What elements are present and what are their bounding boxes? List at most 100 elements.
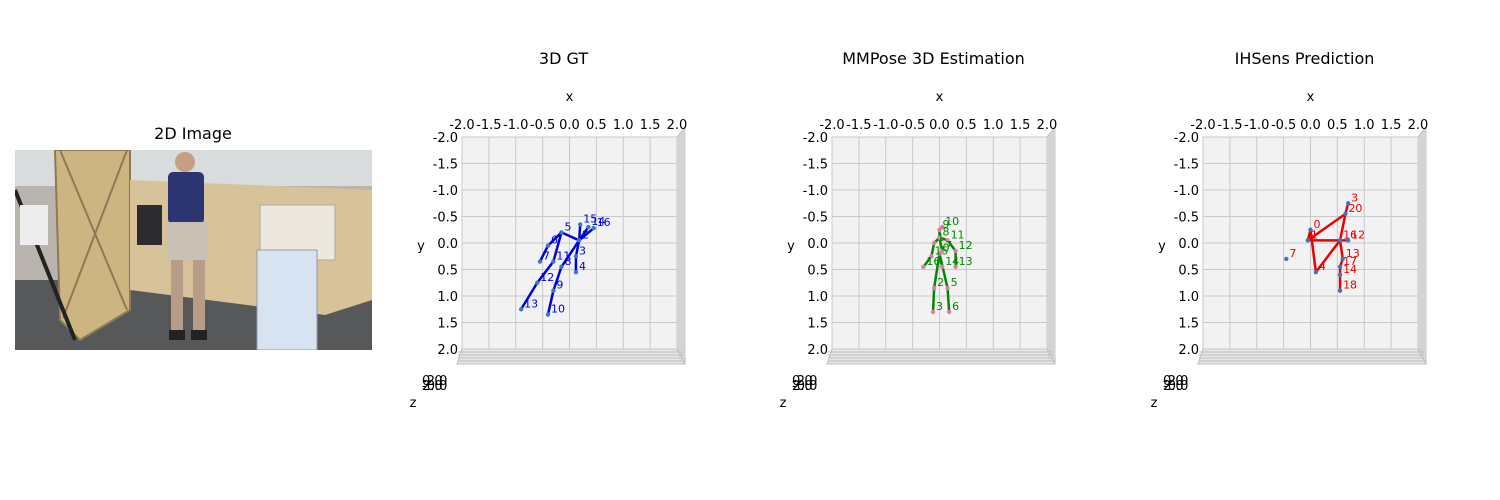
- y-tick-label: 1.5: [807, 317, 828, 332]
- joint-label: 2: [582, 228, 589, 241]
- joint-label: 6: [952, 300, 959, 313]
- y-tick-label: -1.5: [803, 158, 828, 173]
- x-tick-label: 1.0: [983, 118, 1004, 133]
- z-tick-label: -2.0: [422, 374, 447, 389]
- x-tick-label: 1.5: [1381, 118, 1402, 133]
- joint-point: [1308, 227, 1313, 232]
- joint-point: [1343, 211, 1348, 217]
- skeleton-bone: [560, 231, 581, 242]
- joint-label: 12: [1351, 228, 1365, 241]
- joint-point: [1313, 269, 1319, 275]
- x-tick-label: 0.5: [1327, 118, 1348, 133]
- x-tick-label: -2.0: [449, 118, 474, 133]
- z-axis-label: z: [410, 396, 417, 411]
- y-tick-label: 1.0: [437, 290, 458, 305]
- skeleton-bone: [931, 286, 936, 314]
- x-tick-label: 0.0: [1300, 118, 1321, 133]
- x-tick-label: -1.5: [846, 118, 871, 133]
- joint-point: [1340, 256, 1345, 262]
- joint-point: [551, 259, 556, 264]
- z-tick-label: 2.0: [1163, 379, 1184, 394]
- image-panel-title: 2D Image: [154, 124, 232, 143]
- x-tick-label: -1.0: [503, 118, 528, 133]
- joint-point: [946, 309, 952, 315]
- y-tick-label: 2.0: [1178, 343, 1199, 358]
- joint-label: 5: [951, 276, 958, 289]
- joint-point: [559, 264, 564, 270]
- chart-title: 3D GT: [539, 49, 588, 68]
- joint-point: [1337, 288, 1343, 293]
- x-tick-label: -0.5: [530, 118, 555, 133]
- joint-point: [937, 251, 942, 256]
- z-tick-label: 0.0: [1163, 374, 1184, 389]
- joint-point: [945, 238, 950, 243]
- joint-point: [930, 309, 936, 315]
- joint-label: 0: [943, 242, 950, 255]
- joint-label: 7: [543, 250, 550, 263]
- joint-point: [1337, 264, 1343, 270]
- joint-point: [1337, 272, 1343, 277]
- joint-label: 13: [1346, 247, 1360, 260]
- joint-label: 11: [556, 250, 570, 263]
- joint-point: [576, 238, 582, 243]
- joint-point: [953, 248, 958, 254]
- y-tick-label: 0.0: [437, 237, 458, 252]
- y-tick-label: -0.5: [1174, 211, 1199, 226]
- joint-label: 15: [934, 244, 948, 257]
- y-tick-label: 0.5: [807, 264, 828, 279]
- joint-label: 1: [1311, 228, 1318, 241]
- joint-point: [586, 224, 591, 230]
- joint-point: [937, 235, 942, 240]
- z-axis-label: z: [1151, 396, 1158, 411]
- skeleton-bone: [932, 252, 941, 290]
- y-axis-label: y: [417, 239, 425, 254]
- y-tick-label: -2.0: [803, 131, 828, 146]
- joint-label: 12: [959, 239, 973, 252]
- skeleton-bone: [1309, 228, 1318, 274]
- z-tick-label: -0.0: [792, 379, 817, 394]
- x-tick-label: 1.0: [1354, 118, 1375, 133]
- joint-point: [545, 243, 551, 248]
- x-tick-label: 1.0: [613, 118, 634, 133]
- joint-label: 9: [943, 218, 950, 231]
- skeleton-bone: [1338, 212, 1347, 242]
- joint-label: 20: [1348, 202, 1362, 215]
- joint-label: 14: [945, 255, 959, 268]
- y-tick-label: -0.5: [803, 211, 828, 226]
- joint-label: 2: [937, 276, 944, 289]
- x-axis-label: x: [936, 90, 944, 105]
- joint-point: [551, 288, 556, 293]
- y-tick-label: -1.5: [433, 158, 458, 173]
- skeleton-bone: [538, 244, 550, 263]
- x-tick-label: -1.5: [476, 118, 501, 133]
- z-tick-label: -2.0: [1163, 374, 1188, 389]
- input-photo: [15, 150, 372, 350]
- joint-point: [573, 269, 579, 275]
- y-tick-label: -0.5: [433, 211, 458, 226]
- joint-label: 10: [945, 215, 959, 228]
- skeleton-bone: [1314, 239, 1342, 274]
- pane-floor: [1197, 348, 1427, 365]
- joint-point: [953, 264, 958, 270]
- chart-panel-1: 3D GT-2.0-2.0-1.5-1.5-1.0-1.0-0.5-0.50.0…: [410, 49, 688, 411]
- x-tick-label: -2.0: [1190, 118, 1215, 133]
- y-axis-label: y: [787, 239, 795, 254]
- x-tick-label: 1.5: [1010, 118, 1031, 133]
- joint-point: [1345, 238, 1351, 243]
- skeleton-bone: [552, 265, 563, 292]
- y-tick-label: 2.0: [807, 343, 828, 358]
- joint-point: [937, 227, 942, 232]
- y-axis-label: y: [1158, 239, 1166, 254]
- joint-label: 15: [583, 212, 597, 225]
- skeleton-bone: [946, 239, 957, 253]
- joint-label: 16: [597, 216, 611, 229]
- skeleton-bone: [552, 231, 563, 263]
- x-axis-label: x: [566, 90, 574, 105]
- skeleton-bone: [546, 289, 555, 316]
- skeleton-bone: [577, 226, 595, 242]
- joint-label: 0: [1314, 218, 1321, 231]
- skeleton-bone: [922, 255, 933, 269]
- joint-point: [537, 259, 543, 264]
- y-tick-label: 0.0: [807, 237, 828, 252]
